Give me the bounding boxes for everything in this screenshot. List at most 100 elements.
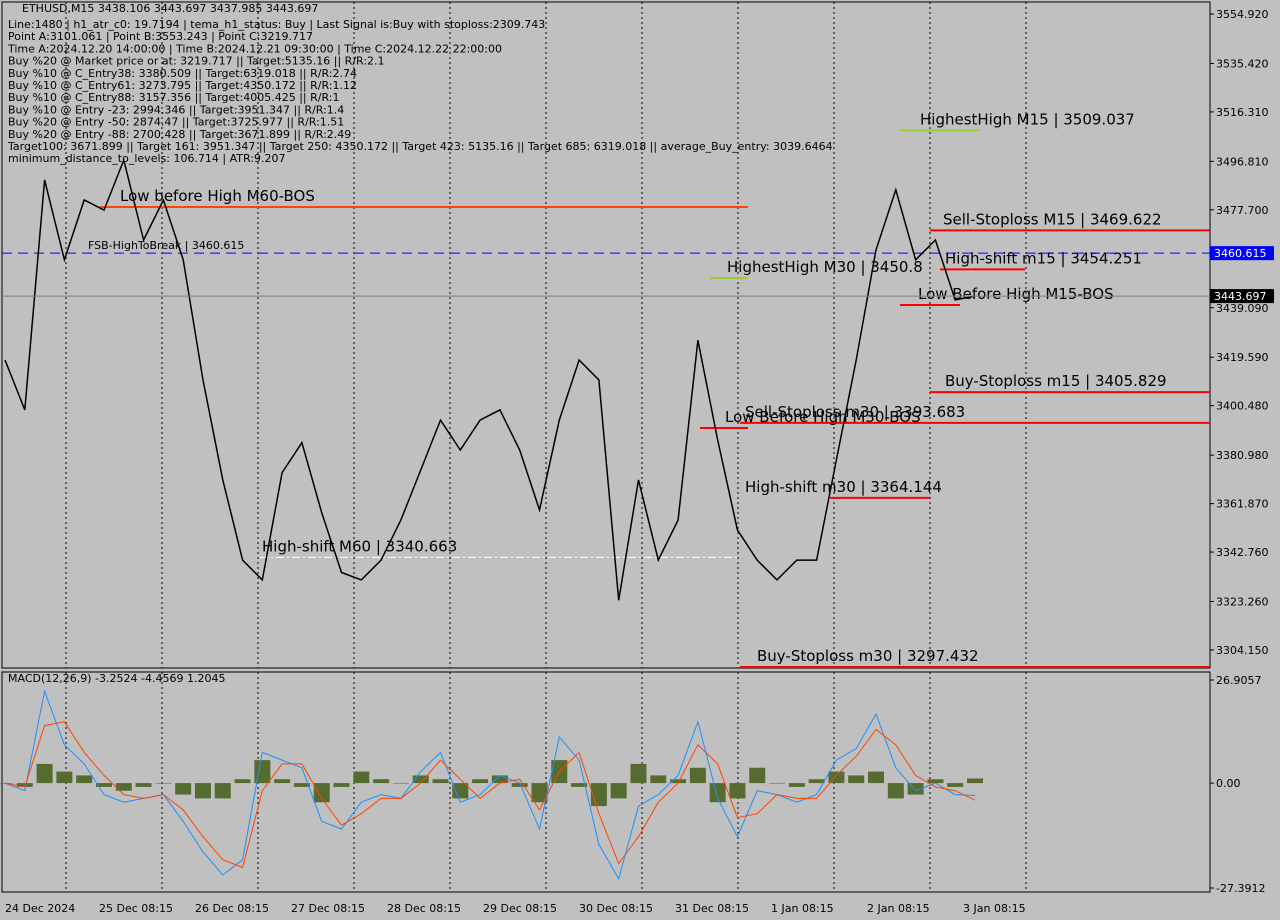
macd-histogram-bar <box>729 783 746 799</box>
macd-histogram-bar <box>511 783 528 787</box>
level-label: HighestHigh M30 | 3450.8 <box>727 258 923 276</box>
macd-histogram-bar <box>749 767 766 784</box>
macd-histogram-bar <box>590 783 607 807</box>
macd-histogram-bar <box>650 775 667 784</box>
macd-histogram-bar <box>293 783 310 787</box>
level-label: Sell-Stoploss m30 | 3393.683 <box>745 403 965 421</box>
macd-line <box>4 721 976 869</box>
info-line: Time A:2024.12.20 14:00:00 | Time B:2024… <box>7 42 502 55</box>
level-label: High-shift m30 | 3364.144 <box>745 478 942 496</box>
current-price-tag <box>1210 289 1274 304</box>
level-label: Low before High M60-BOS <box>120 187 315 205</box>
macd-histogram-bar <box>610 783 627 799</box>
macd-histogram-bar <box>155 783 172 784</box>
macd-histogram-bar <box>333 783 350 787</box>
x-tick-label: 3 Jan 08:15 <box>963 902 1026 915</box>
info-line: Target100: 3671.899 || Target 161: 3951.… <box>7 140 833 153</box>
info-line: Line:1480 | h1_atr_c0: 19.7194 | tema_h1… <box>8 18 545 31</box>
macd-histogram-bar <box>769 783 786 784</box>
fsb-price-tag <box>1210 246 1274 261</box>
x-tick-label: 31 Dec 08:15 <box>675 902 749 915</box>
y-tick-label: 3380.980 <box>1216 449 1269 462</box>
macd-histogram-bar <box>95 783 112 787</box>
level-label: High-shift M60 | 3340.663 <box>262 537 457 555</box>
y-tick-label: 3419.590 <box>1216 351 1269 364</box>
macd-histogram-bar <box>868 771 885 784</box>
info-line: Buy %20 @ Market price or at: 3219.717 |… <box>8 55 385 68</box>
macd-histogram-bar <box>907 783 924 795</box>
macd-histogram-bar <box>412 775 429 784</box>
main-pane <box>1 1 1211 669</box>
y-tick-label: -27.3912 <box>1216 882 1265 895</box>
macd-histogram-bar <box>571 783 588 787</box>
macd-histogram-bar <box>234 779 251 784</box>
y-tick-label: 3323.260 <box>1216 596 1269 609</box>
x-tick-label: 30 Dec 08:15 <box>579 902 653 915</box>
chart-title: ETHUSD,M15 3438.106 3443.697 3437.985 34… <box>22 2 318 15</box>
macd-histogram-bar <box>274 779 291 784</box>
y-tick-label: 3400.480 <box>1216 400 1269 413</box>
macd-histogram-bar <box>76 775 93 784</box>
macd-title: MACD(12,26,9) -3.2524 -4.4569 1.2045 <box>8 672 225 685</box>
macd-histogram-bar <box>373 779 390 784</box>
macd-line <box>4 689 976 881</box>
macd-histogram-bar <box>848 775 865 784</box>
macd-histogram-bar <box>808 779 825 784</box>
macd-histogram-bar <box>194 783 211 799</box>
y-tick-label: 0.00 <box>1216 777 1241 790</box>
macd-histogram-bar <box>56 771 73 784</box>
macd-histogram-bar <box>392 783 409 784</box>
level-label: HighestHigh M15 | 3509.037 <box>920 110 1135 128</box>
level-label: High-shift m15 | 3454.251 <box>945 249 1142 267</box>
level-label: FSB-HighToBreak | 3460.615 <box>88 239 244 252</box>
y-tick-label: 3361.870 <box>1216 498 1269 511</box>
x-tick-label: 27 Dec 08:15 <box>291 902 365 915</box>
x-tick-label: 25 Dec 08:15 <box>99 902 173 915</box>
level-label: Low Before High M30-BOS <box>725 408 921 426</box>
price-line <box>4 157 976 601</box>
y-tick-label: 26.9057 <box>1216 674 1262 687</box>
macd-histogram-bar <box>353 771 370 784</box>
macd-histogram-bar <box>947 783 964 787</box>
info-line: Buy %10 @ C_Entry38: 3380.509 || Target:… <box>8 67 357 80</box>
info-line: Point A:3101.061 | Point B:3553.243 | Po… <box>8 30 313 43</box>
macd-histogram-bar <box>313 783 330 803</box>
macd-histogram-bar <box>709 783 726 803</box>
level-label: Low Before High M15-BOS <box>918 285 1114 303</box>
macd-histogram-bar <box>531 783 548 803</box>
macd-histogram-bar <box>452 783 469 799</box>
macd-histogram-bar <box>828 771 845 784</box>
current-price-label: 3443.697 <box>1214 290 1267 303</box>
x-tick-label: 24 Dec 2024 <box>5 902 75 915</box>
y-tick-label: 3342.760 <box>1216 546 1269 559</box>
macd-histogram-bar <box>689 767 706 784</box>
x-tick-label: 2 Jan 08:15 <box>867 902 930 915</box>
macd-histogram-bar <box>432 779 449 784</box>
y-tick-label: 3516.310 <box>1216 106 1269 119</box>
info-line: Buy %20 @ Entry -88: 2700.428 || Target:… <box>8 128 351 141</box>
macd-histogram-bar <box>175 783 192 795</box>
y-tick-label: 3535.420 <box>1216 57 1269 70</box>
info-line: Buy %10 @ C_Entry88: 3157.356 || Target:… <box>8 91 340 104</box>
macd-pane <box>1 671 1211 893</box>
level-label: Sell-Stoploss M15 | 3469.622 <box>943 210 1162 228</box>
level-label: Buy-Stoploss m15 | 3405.829 <box>945 372 1167 390</box>
macd-histogram-bar <box>670 779 687 784</box>
x-tick-label: 29 Dec 08:15 <box>483 902 557 915</box>
macd-histogram-bar <box>967 778 983 784</box>
x-tick-label: 28 Dec 08:15 <box>387 902 461 915</box>
macd-histogram-bar <box>135 783 152 787</box>
info-line: Buy %20 @ Entry -50: 2874.47 || Target:3… <box>8 116 344 129</box>
y-tick-label: 3477.700 <box>1216 204 1269 217</box>
macd-histogram-bar <box>887 783 904 799</box>
macd-histogram-bar <box>36 763 53 784</box>
macd-histogram-bar <box>16 783 33 787</box>
macd-histogram-bar <box>472 779 489 784</box>
macd-histogram-bar <box>788 783 805 787</box>
macd-histogram-bar <box>115 783 132 791</box>
macd-histogram-bar <box>630 763 647 784</box>
y-tick-label: 3304.150 <box>1216 644 1269 657</box>
info-line: minimum_distance_to_levels: 106.714 | AT… <box>8 152 286 165</box>
info-line: Buy %10 @ C_Entry61: 3273.795 || Target:… <box>8 79 357 92</box>
